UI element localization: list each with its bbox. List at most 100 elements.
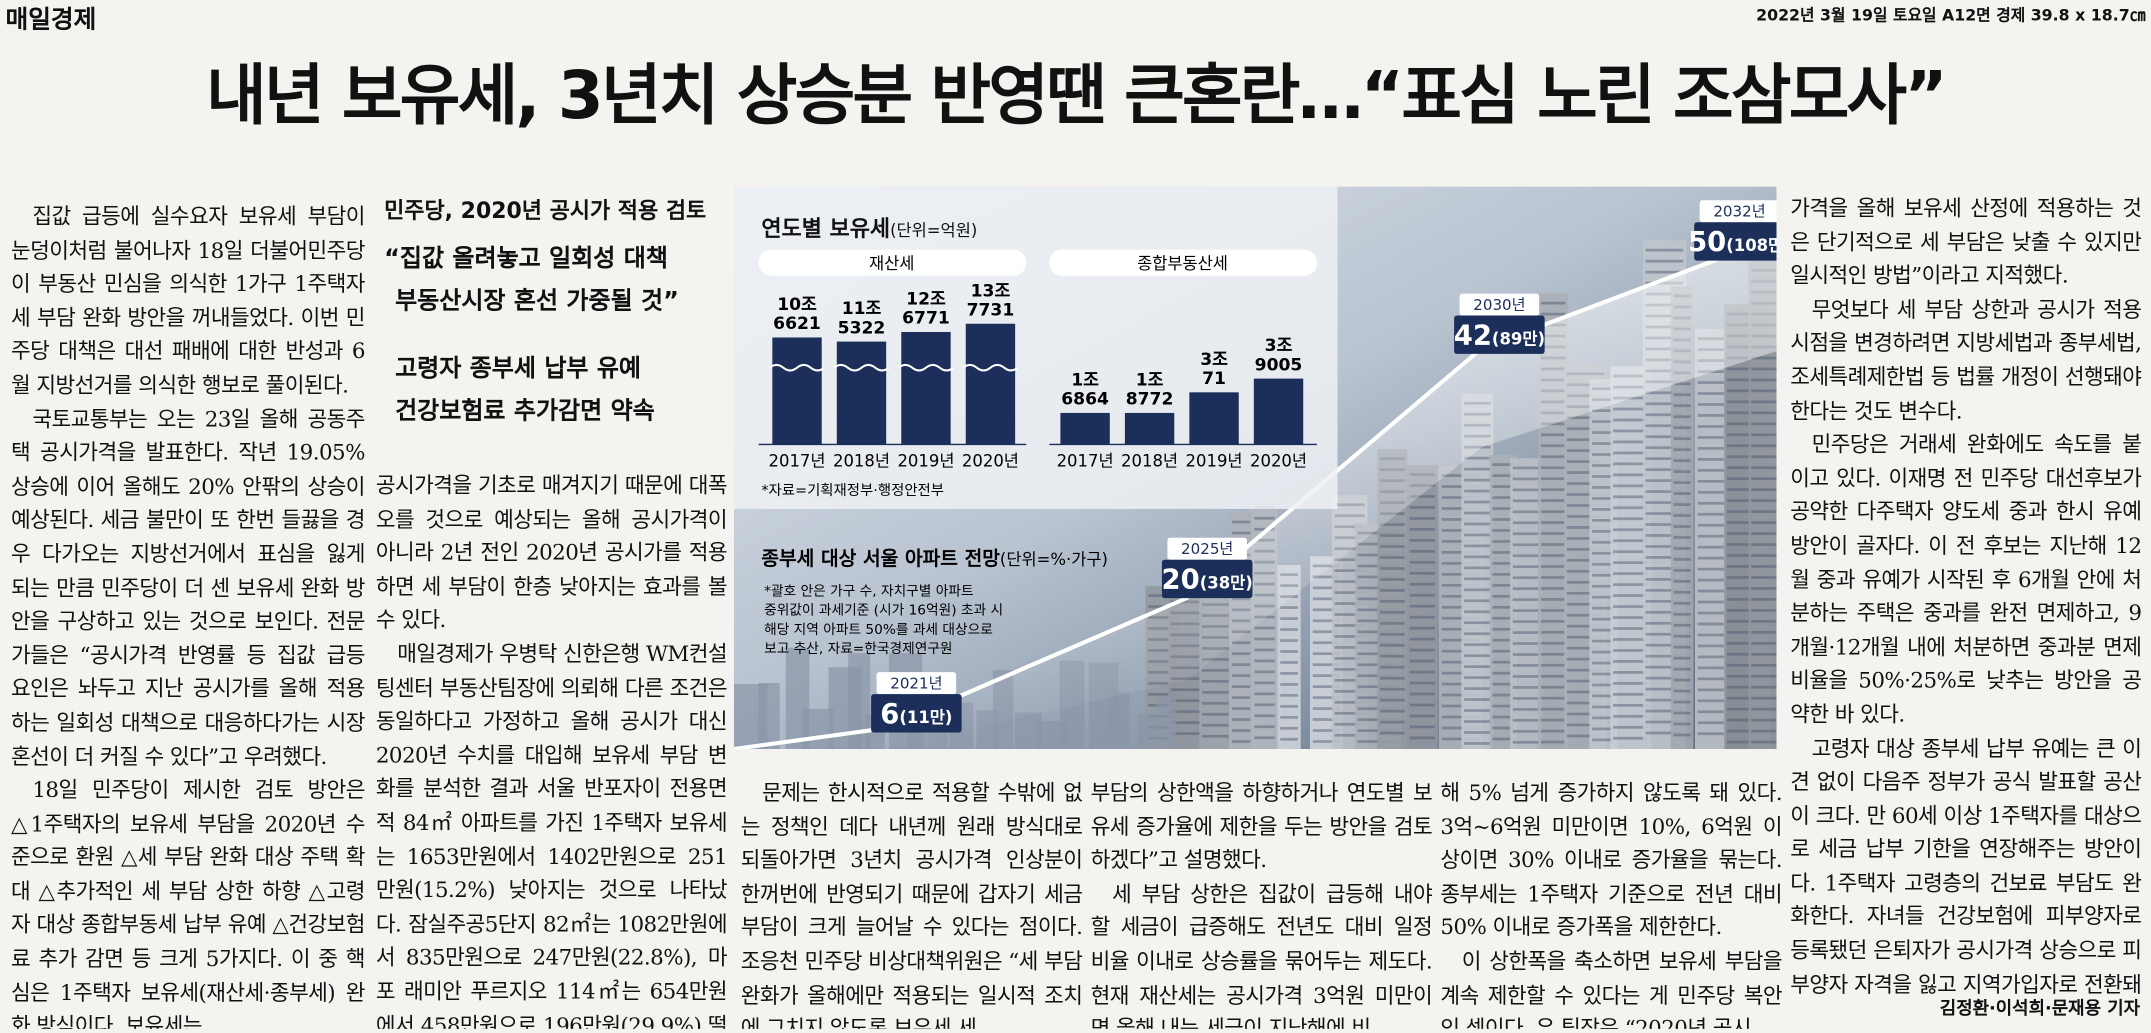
window-row	[1312, 685, 1341, 689]
window-row	[1592, 738, 1615, 742]
bar-label: 3조	[1200, 350, 1228, 370]
window-row	[1613, 429, 1649, 433]
window-row	[1512, 477, 1540, 481]
year-label: 2020년	[962, 451, 1019, 470]
window-row	[1334, 679, 1365, 682]
window-row	[1380, 720, 1405, 724]
window-row	[1464, 456, 1491, 460]
bar-label: 1조	[1136, 370, 1164, 390]
window-row	[1492, 715, 1515, 719]
window-row	[1751, 444, 1777, 448]
building	[1510, 458, 1543, 750]
window-row	[1613, 517, 1649, 521]
window-row	[1697, 633, 1724, 637]
window-row	[1231, 740, 1251, 743]
window-row	[1751, 422, 1777, 426]
year-label: 2018년	[1121, 451, 1178, 470]
window-row	[1645, 632, 1684, 636]
window-row	[1312, 608, 1341, 612]
window-row	[1727, 510, 1768, 513]
window-row	[1592, 497, 1615, 500]
window-row	[1645, 578, 1684, 581]
window-row	[1464, 709, 1491, 712]
window-row	[1409, 681, 1435, 685]
window-row	[1280, 726, 1298, 730]
window-row	[1645, 676, 1684, 680]
window-row	[1613, 583, 1649, 586]
window-row	[1727, 707, 1768, 711]
window-row	[1592, 595, 1615, 599]
bar	[1189, 392, 1239, 445]
window-row	[1645, 588, 1684, 592]
window-row	[1464, 632, 1491, 636]
window-row	[1697, 403, 1724, 406]
window-row	[1697, 523, 1724, 527]
window-row	[1492, 573, 1515, 576]
forecast-value: 50(108만)	[1688, 227, 1776, 258]
window-row	[1492, 463, 1515, 467]
window-row	[1492, 474, 1515, 477]
window-row	[1380, 567, 1405, 570]
window-row	[1613, 682, 1649, 685]
bar-label: 7731	[967, 301, 1015, 321]
window-row	[1231, 520, 1251, 524]
window-row	[1441, 551, 1481, 554]
paragraph: 부담의 상한액을 하향하거나 연도별 보유세 증가율에 제한을 두는 방안을 검…	[1090, 780, 1433, 873]
window-row	[1334, 646, 1365, 649]
window-row	[1697, 447, 1724, 450]
bar	[965, 323, 1016, 445]
window-row	[1380, 523, 1405, 526]
window-row	[1540, 301, 1566, 305]
window-row	[1751, 499, 1777, 503]
window-row	[1334, 613, 1365, 616]
source: *자료=기획재정부·행정안전부	[761, 482, 944, 499]
year-label: 2018년	[833, 451, 890, 470]
column: 해 5% 넘게 증가하지 않도록 돼 있다. 3억~6억원 미만이면 10%, …	[1440, 776, 1782, 1029]
building	[802, 708, 834, 750]
window-row	[1592, 672, 1615, 676]
forecast-value: 42(89만)	[1454, 320, 1545, 351]
window-row	[1540, 444, 1566, 448]
window-row	[1202, 712, 1229, 716]
window-row	[1613, 627, 1649, 630]
bar-label: 13조	[971, 281, 1011, 301]
window-row	[1254, 692, 1275, 696]
window-row	[1566, 679, 1605, 683]
bar-label: 71	[1202, 369, 1226, 389]
column: 집값 급등에 실수요자 보유세 부담이 눈덩이처럼 불어나자 18일 더불어민주…	[11, 200, 365, 1028]
window-row	[1540, 619, 1566, 623]
window-row	[1727, 619, 1768, 623]
window-row	[1540, 554, 1566, 557]
subhead: “집값 올려놓고 일회성 대책	[384, 245, 668, 273]
window-row	[1592, 486, 1615, 489]
window-row	[1613, 418, 1649, 422]
window-row	[1592, 453, 1615, 456]
window-row	[1697, 655, 1724, 659]
window-row	[1697, 534, 1724, 538]
window-row	[1540, 663, 1566, 667]
window-row	[1566, 427, 1605, 431]
window-row	[1231, 663, 1251, 667]
window-row	[1645, 435, 1684, 439]
window-row	[1202, 734, 1229, 738]
window-row	[1645, 413, 1684, 417]
window-row	[1566, 504, 1605, 507]
window-row	[1566, 712, 1605, 716]
window-row	[1280, 606, 1298, 609]
subhead: 고령자 종부세 납부 유예	[395, 355, 642, 383]
window-row	[1613, 736, 1649, 740]
window-row	[1673, 722, 1691, 726]
window-row	[1464, 478, 1491, 482]
window-row	[1540, 488, 1566, 492]
window-row	[1254, 725, 1275, 729]
window-row	[1727, 499, 1768, 502]
window-row	[1645, 731, 1684, 735]
window-row	[1512, 697, 1540, 700]
window-row	[1409, 593, 1435, 597]
window-row	[1409, 549, 1435, 553]
window-row	[1380, 534, 1405, 537]
window-row	[1697, 414, 1724, 417]
window-row	[1645, 402, 1684, 406]
window-row	[1441, 540, 1481, 543]
